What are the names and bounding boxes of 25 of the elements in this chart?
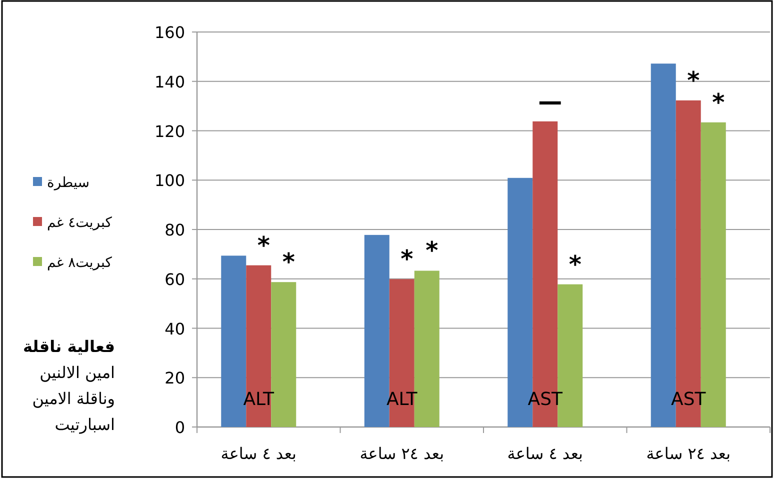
legend-label: كبريت٨ غم xyxy=(47,255,112,271)
annotation: * xyxy=(257,231,270,260)
annotation: * xyxy=(426,236,439,265)
legend-label: كبريت٤ غم xyxy=(47,215,112,231)
y-tick-label: 100 xyxy=(154,171,185,190)
annotation: — xyxy=(538,87,562,116)
y-tick-label: 60 xyxy=(164,270,185,289)
y-tick-label: 140 xyxy=(154,72,185,92)
x-tick-label: بعد ٢٤ ساعة xyxy=(360,444,444,463)
y-tick-label: 40 xyxy=(164,319,185,338)
y-tick-label: 80 xyxy=(164,220,185,240)
x-tick-label: بعد ٤ ساعة xyxy=(220,444,296,463)
annotation: * xyxy=(282,248,296,276)
y-tick-label: 20 xyxy=(164,368,185,388)
y-tick-label: 120 xyxy=(154,122,185,141)
y-axis-title: فعالية ناقلة امين الالنين وناقلة الامين اسبارتيت xyxy=(22,337,115,434)
annotation: * xyxy=(568,250,582,278)
annotation: * xyxy=(687,66,700,94)
annotation: * xyxy=(712,88,726,116)
legend-label: سيطرة xyxy=(47,175,90,191)
annotation: * xyxy=(400,245,414,274)
y-tick-label: 0 xyxy=(174,418,185,437)
x-tick-label: بعد ٢٤ ساعة xyxy=(646,444,731,463)
x-tick-label: بعد ٤ ساعة xyxy=(507,444,583,463)
y-tick-label: 160 xyxy=(154,23,185,42)
